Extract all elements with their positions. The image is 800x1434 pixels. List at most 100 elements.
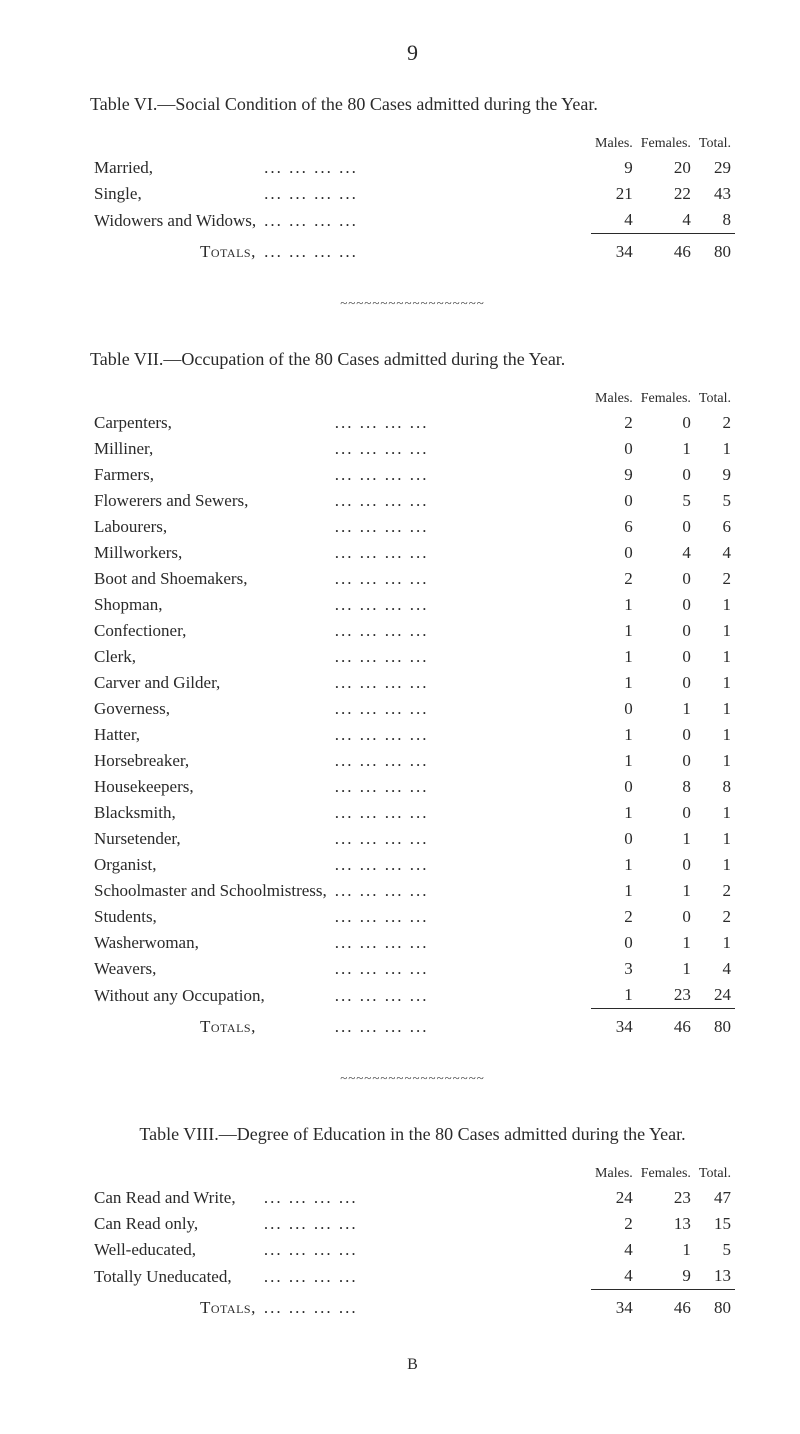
row-dots <box>260 1185 591 1211</box>
row-total: 1 <box>695 696 735 722</box>
row-total: 24 <box>695 982 735 1009</box>
row-label: Totally Uneducated, <box>90 1263 260 1290</box>
signature-mark: B <box>90 1356 735 1374</box>
row-females: 1 <box>637 956 695 982</box>
table-row: Carpenters,202 <box>90 410 735 436</box>
row-total: 4 <box>695 956 735 982</box>
row-dots <box>331 930 591 956</box>
row-females: 0 <box>637 462 695 488</box>
row-males: 2 <box>591 566 637 592</box>
table-7-header: Males. Females. Total. <box>90 388 735 410</box>
table-8-section: Table VIII.—Degree of Education in the 8… <box>90 1121 735 1321</box>
row-females: 0 <box>637 748 695 774</box>
document-page: 9 Table VI.—Social Condition of the 80 C… <box>0 0 800 1434</box>
table-row: Shopman,101 <box>90 592 735 618</box>
table-row: Milliner,011 <box>90 436 735 462</box>
row-females: 0 <box>637 852 695 878</box>
row-total: 1 <box>695 722 735 748</box>
table-row: Confectioner,101 <box>90 618 735 644</box>
col-total: Total. <box>695 1163 735 1185</box>
row-males: 9 <box>591 155 637 181</box>
row-dots <box>331 696 591 722</box>
row-males: 1 <box>591 722 637 748</box>
table-row: Can Read only,21315 <box>90 1211 735 1237</box>
row-total: 15 <box>695 1211 735 1237</box>
row-label: Millworkers, <box>90 540 331 566</box>
row-total: 8 <box>695 774 735 800</box>
row-total: 1 <box>695 930 735 956</box>
row-total: 1 <box>695 826 735 852</box>
row-females: 0 <box>637 722 695 748</box>
row-dots <box>260 1237 591 1263</box>
row-dots <box>331 410 591 436</box>
row-label: Washerwoman, <box>90 930 331 956</box>
table-row: Totally Uneducated,4913 <box>90 1263 735 1290</box>
row-label: Organist, <box>90 852 331 878</box>
row-females: 0 <box>637 592 695 618</box>
row-total: 2 <box>695 410 735 436</box>
table-row: Labourers,606 <box>90 514 735 540</box>
table-row: Millworkers,044 <box>90 540 735 566</box>
row-females: 0 <box>637 670 695 696</box>
row-males: 0 <box>591 774 637 800</box>
row-males: 1 <box>591 592 637 618</box>
row-label: Married, <box>90 155 260 181</box>
row-total: 8 <box>695 207 735 234</box>
table-row: Carver and Gilder,101 <box>90 670 735 696</box>
row-females: 23 <box>637 1185 695 1211</box>
row-total: 1 <box>695 436 735 462</box>
row-males: 1 <box>591 982 637 1009</box>
table-row: Well-educated,415 <box>90 1237 735 1263</box>
row-label: Carpenters, <box>90 410 331 436</box>
row-label: Widowers and Widows, <box>90 207 260 234</box>
row-dots <box>331 566 591 592</box>
row-label: Clerk, <box>90 644 331 670</box>
table-row: Without any Occupation,12324 <box>90 982 735 1009</box>
row-males: 0 <box>591 436 637 462</box>
row-label: Governess, <box>90 696 331 722</box>
table-row: Can Read and Write,242347 <box>90 1185 735 1211</box>
row-total: 13 <box>695 1263 735 1290</box>
row-males: 4 <box>591 1237 637 1263</box>
row-total: 1 <box>695 748 735 774</box>
row-males: 1 <box>591 644 637 670</box>
table-8-totals: Totals, 34 46 80 <box>90 1290 735 1322</box>
row-females: 0 <box>637 618 695 644</box>
row-dots <box>260 207 591 234</box>
row-label: Flowerers and Sewers, <box>90 488 331 514</box>
row-females: 1 <box>637 826 695 852</box>
table-7-section: Table VII.—Occupation of the 80 Cases ad… <box>90 346 735 1040</box>
row-label: Labourers, <box>90 514 331 540</box>
row-label: Milliner, <box>90 436 331 462</box>
row-label: Well-educated, <box>90 1237 260 1263</box>
row-males: 1 <box>591 748 637 774</box>
table-row: Married,92029 <box>90 155 735 181</box>
row-dots <box>331 878 591 904</box>
totals-males: 34 <box>591 1290 637 1322</box>
row-label: Schoolmaster and Schoolmistress, <box>90 878 331 904</box>
row-label: Nursetender, <box>90 826 331 852</box>
table-row: Nursetender,011 <box>90 826 735 852</box>
col-males: Males. <box>591 133 637 155</box>
row-dots <box>260 181 591 207</box>
row-males: 4 <box>591 1263 637 1290</box>
row-females: 0 <box>637 566 695 592</box>
table-row: Flowerers and Sewers,055 <box>90 488 735 514</box>
row-dots <box>331 904 591 930</box>
col-total: Total. <box>695 133 735 155</box>
row-dots <box>331 644 591 670</box>
col-total: Total. <box>695 388 735 410</box>
row-total: 1 <box>695 800 735 826</box>
row-females: 1 <box>637 436 695 462</box>
row-dots <box>331 826 591 852</box>
table-7: Males. Females. Total. Carpenters,202Mil… <box>90 388 735 1040</box>
row-females: 23 <box>637 982 695 1009</box>
row-dots <box>331 540 591 566</box>
row-males: 9 <box>591 462 637 488</box>
row-females: 0 <box>637 410 695 436</box>
row-females: 0 <box>637 904 695 930</box>
totals-total: 80 <box>695 234 735 266</box>
table-row: Blacksmith,101 <box>90 800 735 826</box>
row-females: 1 <box>637 930 695 956</box>
row-total: 5 <box>695 488 735 514</box>
